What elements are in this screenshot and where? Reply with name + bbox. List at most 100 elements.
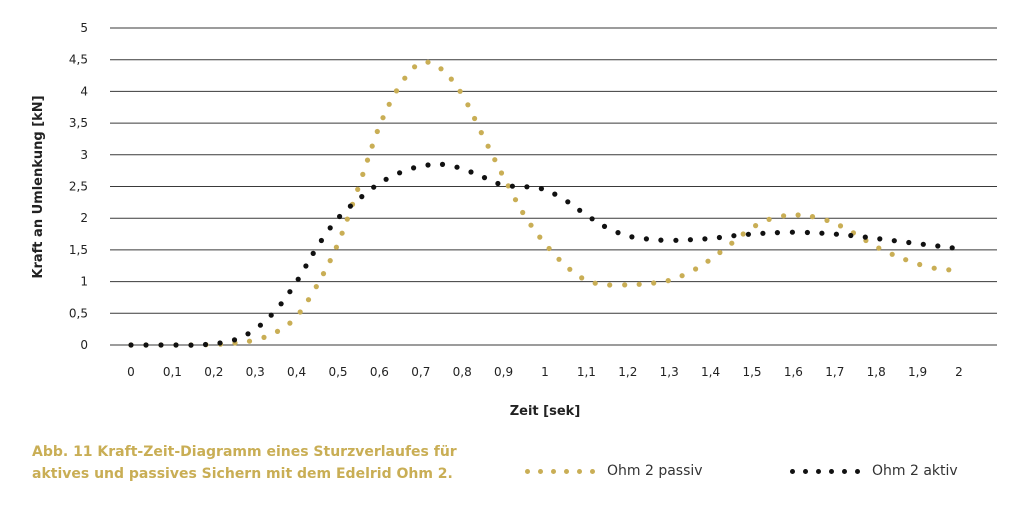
y-tick-label: 2,5 — [69, 180, 88, 194]
x-tick-label: 1,5 — [742, 365, 761, 379]
data-point — [716, 234, 723, 241]
data-point — [615, 230, 621, 236]
data-point — [819, 230, 825, 236]
data-point — [949, 245, 955, 251]
data-point — [337, 213, 343, 220]
figure-caption: Abb. 11 Kraft-Zeit-Diagramm eines Sturzv… — [32, 441, 502, 485]
y-tick-label: 0,5 — [69, 306, 88, 320]
data-point — [310, 250, 316, 256]
data-point — [468, 169, 474, 175]
data-point — [344, 216, 350, 222]
data-point — [397, 170, 403, 176]
data-point — [509, 183, 515, 189]
legend-marker-active — [790, 468, 860, 474]
data-point — [465, 102, 471, 108]
legend-marker-passive — [525, 468, 595, 474]
x-tick-label: 1,4 — [701, 365, 720, 379]
x-tick-label: 0,5 — [328, 365, 347, 379]
data-point — [454, 164, 460, 170]
data-point — [906, 239, 912, 246]
legend-label-passive: Ohm 2 passiv — [607, 463, 703, 479]
data-point — [643, 236, 650, 242]
data-point — [629, 234, 635, 240]
data-point — [524, 184, 530, 190]
data-point — [946, 267, 952, 273]
data-point — [565, 199, 571, 205]
data-point — [705, 258, 711, 264]
y-axis-ticks: 0 0,5 1 1,5 2 2,5 3 3,5 4 4,5 5 — [69, 21, 88, 352]
data-point — [268, 312, 274, 318]
data-point — [589, 216, 595, 222]
data-point — [143, 342, 149, 348]
data-point — [546, 245, 552, 252]
data-point — [931, 265, 937, 271]
data-point — [472, 115, 478, 122]
data-point — [789, 229, 796, 235]
data-point — [371, 184, 377, 190]
data-point — [274, 328, 281, 334]
data-point — [188, 342, 194, 348]
x-tick-label: 0,6 — [370, 365, 389, 379]
x-tick-label: 0 — [127, 365, 135, 379]
data-point — [538, 186, 545, 192]
data-point — [327, 258, 333, 264]
data-point — [295, 276, 301, 282]
x-tick-label: 0,4 — [287, 365, 306, 379]
data-point — [481, 175, 488, 181]
legend-dot — [590, 468, 595, 474]
data-point — [246, 338, 253, 344]
legend-item-passive: Ohm 2 passiv — [525, 463, 703, 479]
x-tick-label: 1,7 — [825, 365, 844, 379]
y-tick-label: 3,5 — [69, 116, 88, 130]
data-point — [528, 222, 534, 228]
data-point — [774, 230, 781, 236]
data-point — [753, 223, 759, 229]
data-point — [679, 273, 685, 279]
data-point — [717, 249, 723, 256]
data-point — [935, 243, 941, 249]
x-axis-title: Zeit [sek] — [510, 404, 581, 419]
data-point — [891, 238, 897, 244]
y-tick-label: 1 — [80, 275, 88, 289]
data-point — [795, 212, 801, 218]
data-point — [297, 309, 303, 315]
legend-item-active: Ohm 2 aktiv — [790, 463, 958, 479]
series-layer — [128, 59, 955, 348]
data-point — [740, 231, 746, 237]
data-point — [287, 320, 293, 326]
data-point — [781, 213, 787, 219]
legend-dot — [855, 468, 860, 474]
data-point — [665, 278, 671, 284]
data-point — [766, 216, 772, 222]
data-point — [318, 237, 324, 244]
data-point — [257, 322, 263, 328]
data-point — [556, 256, 562, 262]
data-point — [374, 128, 380, 135]
data-point — [693, 266, 699, 272]
legend-dot — [829, 468, 834, 474]
x-tick-label: 1,8 — [867, 365, 886, 379]
data-point — [577, 207, 583, 213]
data-point — [158, 342, 164, 348]
legend-dot — [816, 468, 821, 474]
data-point — [425, 162, 431, 168]
y-tick-label: 2 — [80, 211, 88, 225]
x-tick-label: 0,7 — [411, 365, 430, 379]
series-active — [128, 161, 955, 348]
data-point — [173, 342, 179, 348]
data-point — [877, 236, 883, 242]
data-point — [745, 231, 752, 237]
legend-dot — [525, 468, 530, 474]
data-point — [520, 209, 526, 216]
data-point — [231, 337, 238, 343]
caption-line-1: Abb. 11 Kraft-Zeit-Diagramm eines Sturzv… — [32, 444, 457, 460]
legend-label-active: Ohm 2 aktiv — [872, 463, 958, 479]
x-tick-label: 1,3 — [660, 365, 679, 379]
y-axis-title: Kraft an Umlenkung [kN] — [31, 95, 46, 278]
gridlines — [110, 27, 997, 346]
legend-dot — [551, 468, 556, 474]
legend-dot — [842, 468, 847, 474]
x-axis-ticks: 0 0,1 0,2 0,3 0,4 0,5 0,6 0,7 0,8 0,9 1 1,1 1,2 1,3 1,… — [127, 365, 963, 379]
data-point — [552, 191, 558, 197]
data-point — [636, 281, 642, 287]
